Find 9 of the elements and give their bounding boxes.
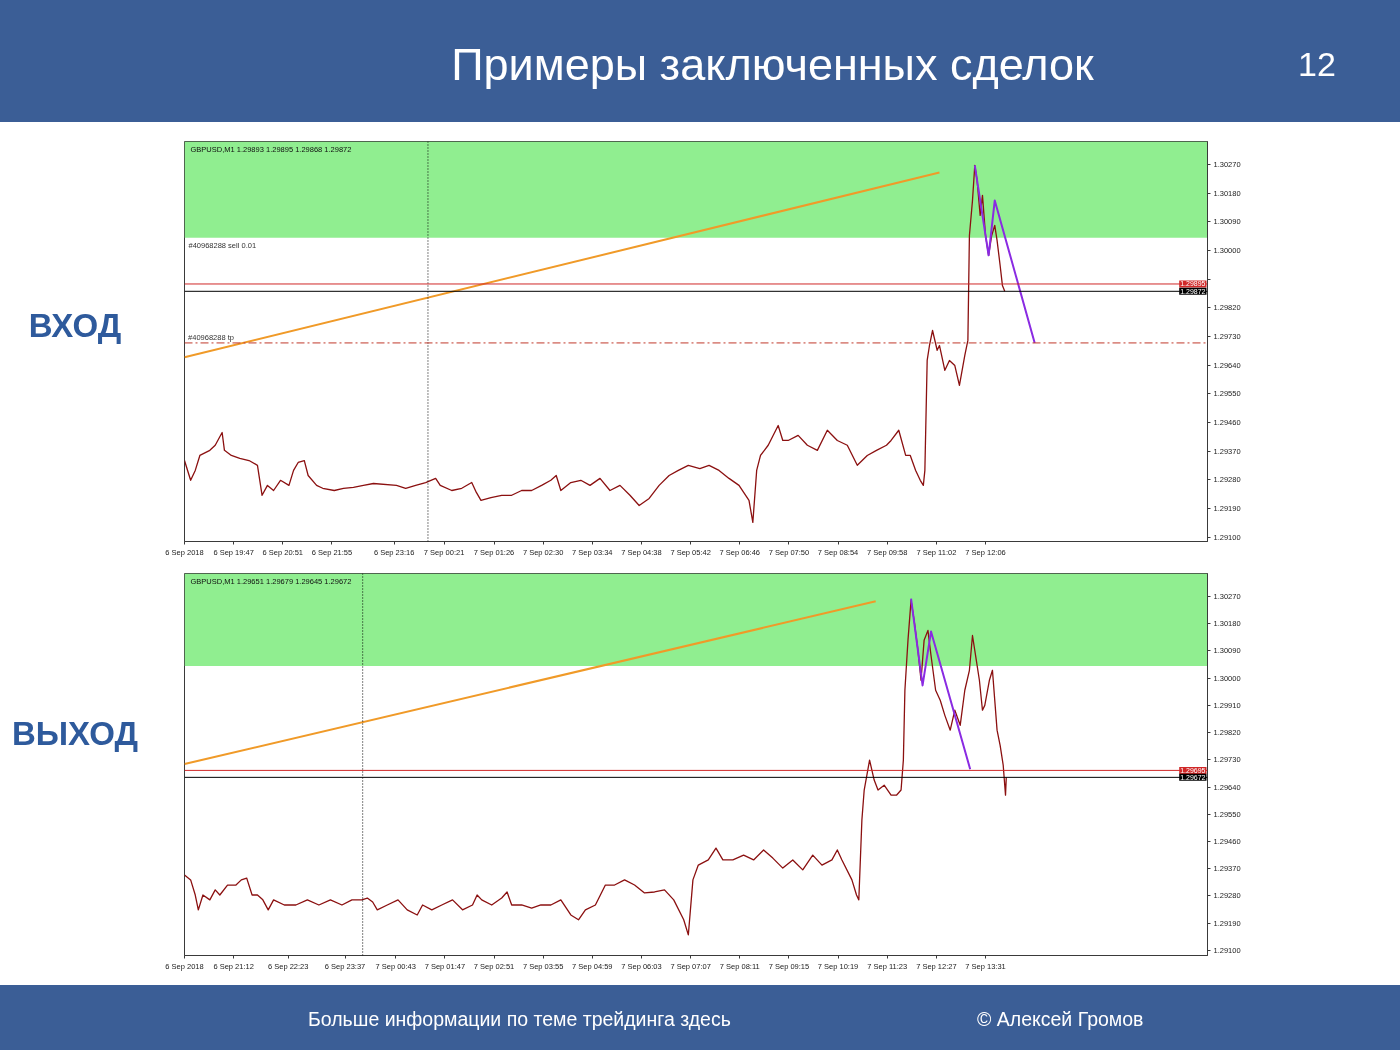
y-axis-title: ВЫХОД <box>10 714 139 754</box>
y-axis-title: ВХОД <box>27 306 123 346</box>
line-series <box>184 599 1007 936</box>
chart-title: Примеры заключенных сделок <box>450 38 1095 92</box>
text: 12 <box>1298 44 1336 85</box>
line-series <box>973 164 1036 344</box>
line-series <box>910 597 972 771</box>
text: Больше информации по теме трейдинга здесь <box>308 1007 731 1032</box>
text: © Алексей Громов <box>977 1007 1144 1032</box>
